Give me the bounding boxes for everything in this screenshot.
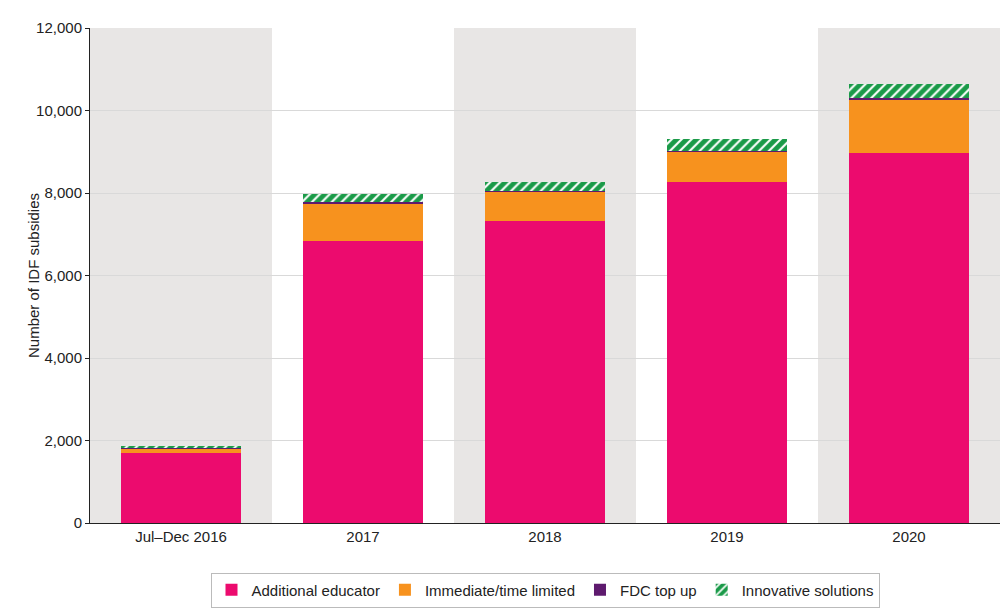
svg-text:8,000: 8,000 bbox=[44, 184, 82, 201]
svg-text:2019: 2019 bbox=[710, 528, 743, 545]
svg-text:FDC top up: FDC top up bbox=[620, 582, 697, 599]
svg-text:2017: 2017 bbox=[346, 528, 379, 545]
svg-text:Innovative solutions: Innovative solutions bbox=[742, 582, 874, 599]
svg-text:2018: 2018 bbox=[528, 528, 561, 545]
svg-text:Jul–Dec 2016: Jul–Dec 2016 bbox=[135, 528, 227, 545]
svg-text:0: 0 bbox=[74, 514, 82, 531]
svg-text:4,000: 4,000 bbox=[44, 349, 82, 366]
svg-text:2020: 2020 bbox=[892, 528, 925, 545]
svg-text:Number of IDF subsidies: Number of IDF subsidies bbox=[25, 193, 42, 358]
svg-text:2,000: 2,000 bbox=[44, 432, 82, 449]
svg-text:Immediate/time limited: Immediate/time limited bbox=[425, 582, 575, 599]
svg-text:Additional educator: Additional educator bbox=[252, 582, 380, 599]
svg-text:12,000: 12,000 bbox=[36, 19, 82, 36]
svg-text:6,000: 6,000 bbox=[44, 267, 82, 284]
svg-text:10,000: 10,000 bbox=[36, 102, 82, 119]
